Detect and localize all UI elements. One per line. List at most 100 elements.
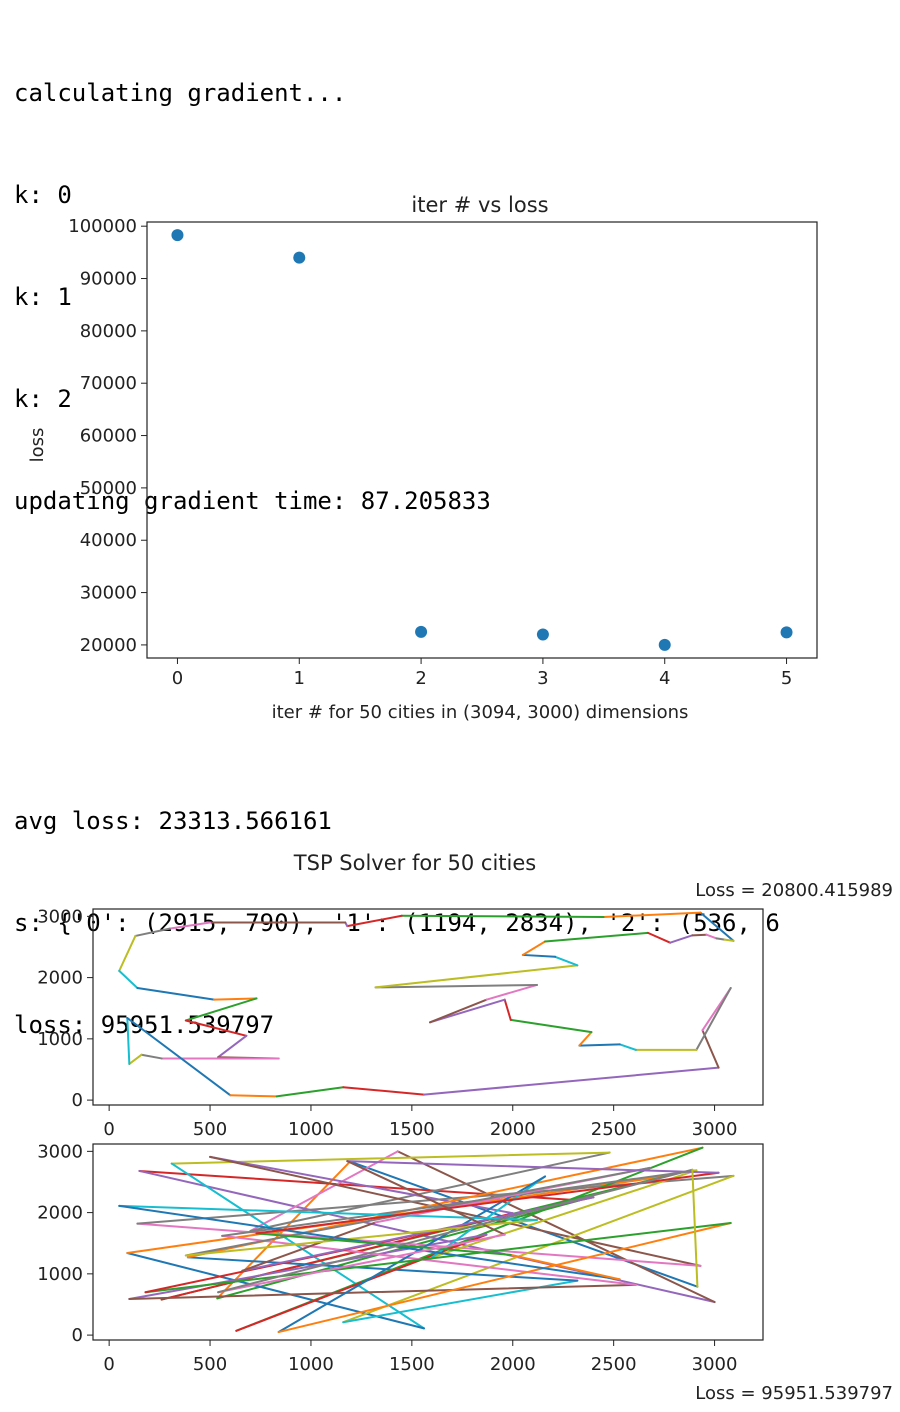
- route-segment: [431, 1169, 698, 1259]
- route-segment: [429, 998, 506, 1024]
- route-segment: [618, 1043, 637, 1051]
- route-segment: [186, 1256, 579, 1282]
- route-segment: [277, 1222, 732, 1334]
- route-segment: [699, 911, 735, 942]
- route-segment: [429, 998, 488, 1024]
- route-segment: [184, 997, 258, 1022]
- route-segment: [705, 933, 718, 940]
- y-tick-label: 3000: [37, 1141, 83, 1162]
- route-segment: [646, 931, 672, 944]
- x-tick-label: 2: [415, 668, 426, 689]
- x-tick-label: 500: [193, 1354, 227, 1375]
- output-line: avg loss: 23313.566161: [14, 807, 332, 835]
- route-segment: [217, 1034, 248, 1059]
- optimized-route: [118, 911, 735, 1098]
- x-axis-ticks: 0 1 2 3 4 5: [172, 658, 792, 689]
- route-segment: [213, 997, 258, 1001]
- route-segment: [216, 1199, 581, 1300]
- route-plot-frame: [92, 1143, 764, 1341]
- scatter-point: [536, 628, 549, 641]
- x-tick-label: 1: [294, 668, 305, 689]
- route-segment: [701, 1029, 720, 1069]
- x-tick-label: 0: [103, 1354, 114, 1375]
- y-tick-label: 1000: [37, 1264, 83, 1285]
- route-segment: [136, 1222, 702, 1267]
- y-tick-label: 2000: [37, 1203, 83, 1224]
- route-segment: [396, 1150, 716, 1304]
- route-segment: [422, 1066, 720, 1096]
- route-segment: [134, 927, 171, 937]
- route-segment: [241, 1221, 377, 1272]
- y-tick-label: 3000: [37, 906, 83, 927]
- output-line: k: 0: [14, 181, 72, 209]
- route-segment: [400, 914, 605, 918]
- route-segment: [170, 1162, 425, 1330]
- route-segment: [126, 1017, 131, 1065]
- route-segment: [136, 987, 216, 1001]
- route-segment: [602, 911, 702, 918]
- x-tick-label: 3: [537, 668, 548, 689]
- route-segment: [578, 1031, 593, 1047]
- x-axis-label: iter # for 50 cities in (3094, 3000) dim…: [272, 702, 689, 723]
- output-line: k: 2: [14, 385, 72, 413]
- y-tick-label: 100000: [68, 216, 137, 237]
- y-axis-ticks: 20000 30000 40000 50000 60000 70000 80000 90000…: [68, 216, 147, 656]
- y-tick-label: 0: [72, 1090, 83, 1111]
- output-line: calculating gradient...: [14, 79, 347, 107]
- x-tick-label: 5: [781, 668, 792, 689]
- loss-annotation-bottom: Loss = 95951.539797: [695, 1383, 893, 1404]
- route-plot-frame: [92, 908, 764, 1106]
- x-tick-label: 2500: [591, 1354, 637, 1375]
- y-tick-label: 40000: [80, 530, 137, 551]
- route-segment: [249, 1151, 611, 1232]
- route-segment: [229, 1094, 278, 1098]
- route-axis-ticks: 0 500 1000 1500 2000 2500 3000 0 1000 2000 3000: [37, 1141, 737, 1375]
- route-segment: [118, 934, 137, 972]
- scatter-point: [658, 638, 671, 651]
- x-tick-label: 1500: [389, 1354, 435, 1375]
- output-line: updating gradient time: 87.205833: [14, 487, 491, 515]
- y-tick-label: 70000: [80, 373, 137, 394]
- y-tick-label: 1000: [37, 1029, 83, 1050]
- y-axis-label: loss: [27, 428, 48, 463]
- route-axis-ticks: 0 500 1000 1500 2000 2500 3000 0 1000 2000 3000: [37, 906, 737, 1140]
- route-segment: [249, 1150, 399, 1232]
- route-segment: [118, 969, 139, 990]
- tsp-solver-figure: TSP Solver for 50 cities Loss = 20800.41…: [37, 851, 893, 1404]
- route-segment: [170, 1151, 611, 1165]
- route-segment: [578, 1043, 621, 1047]
- route-segment: [509, 1018, 593, 1034]
- x-tick-label: 0: [172, 668, 183, 689]
- scatter-points: [171, 229, 793, 651]
- route-segment: [140, 1053, 163, 1060]
- y-tick-label: 20000: [80, 635, 137, 656]
- route-segment: [255, 1232, 512, 1256]
- y-tick-label: 50000: [80, 478, 137, 499]
- route-segment: [168, 921, 212, 930]
- scatter-point: [293, 251, 306, 264]
- y-tick-label: 0: [72, 1325, 83, 1346]
- output-line: loss: 95951.539797: [14, 1011, 275, 1039]
- route-segment: [128, 1283, 637, 1300]
- route-segment: [691, 933, 708, 937]
- route-segment: [144, 1222, 732, 1294]
- route-segment: [554, 955, 579, 967]
- route-segment: [346, 1160, 506, 1236]
- route-segment: [342, 1086, 425, 1096]
- route-segment: [342, 1174, 735, 1324]
- route-segment: [485, 983, 538, 1001]
- scatter-point: [171, 229, 184, 242]
- loss-annotation-top: Loss = 20800.415989: [695, 880, 893, 901]
- y-tick-label: 2000: [37, 968, 83, 989]
- route-segment: [691, 1168, 699, 1288]
- y-tick-label: 80000: [80, 321, 137, 342]
- route-segment: [126, 1017, 232, 1097]
- y-tick-label: 90000: [80, 269, 137, 290]
- route-segment: [715, 937, 726, 941]
- output-line: k: 1: [14, 283, 72, 311]
- route-segment: [723, 938, 735, 942]
- route-segment: [669, 934, 694, 944]
- route-segment: [503, 998, 512, 1021]
- route-segment: [128, 1053, 143, 1065]
- route-segment: [544, 931, 649, 943]
